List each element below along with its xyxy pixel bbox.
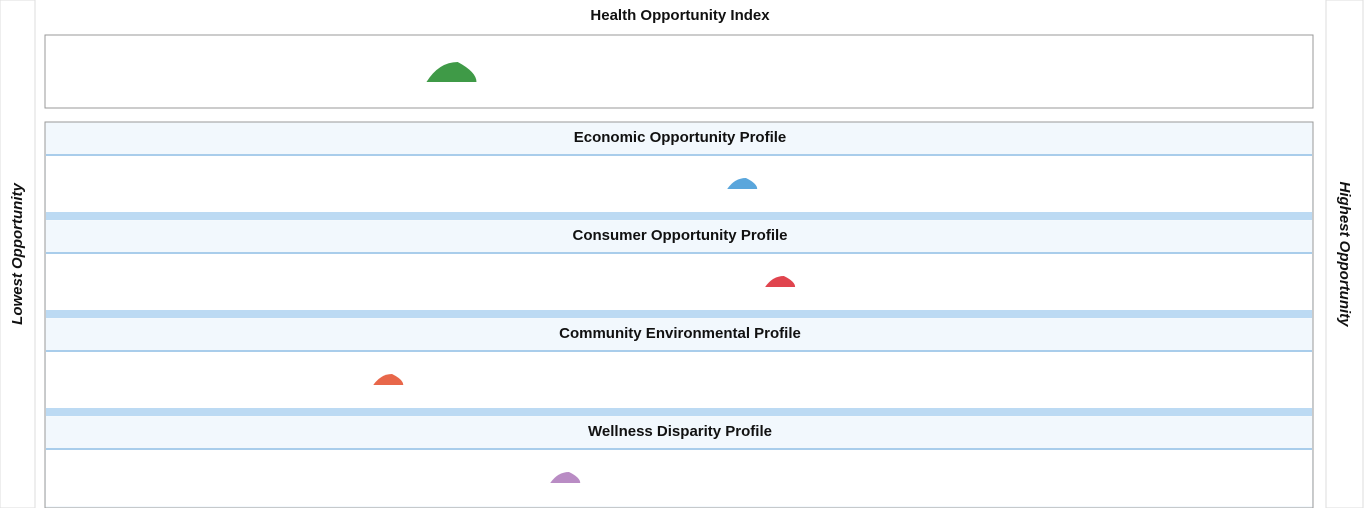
row-title: Wellness Disparity Profile (588, 423, 772, 440)
row-title: Health Opportunity Index (590, 7, 770, 24)
row-band (46, 310, 1312, 318)
right-label: Highest Opportunity (1336, 182, 1353, 328)
row-band (46, 212, 1312, 220)
row-body (46, 450, 1312, 506)
row-header (46, 221, 1312, 253)
row-body (46, 254, 1312, 310)
row-title: Consumer Opportunity Profile (572, 227, 787, 244)
left-label: Lowest Opportunity (9, 183, 26, 325)
row-band (46, 408, 1312, 416)
marker (550, 472, 581, 483)
marker (765, 276, 796, 287)
marker (727, 178, 758, 189)
row-header (46, 417, 1312, 449)
row-title: Economic Opportunity Profile (574, 129, 787, 146)
marker (426, 62, 477, 82)
index-box (44, 34, 1314, 109)
row-header (46, 123, 1312, 155)
row-title: Community Environmental Profile (559, 325, 801, 342)
right-panel (1325, 0, 1364, 508)
row-body (46, 352, 1312, 408)
row-body (46, 156, 1312, 212)
marker (373, 374, 404, 385)
row-header (46, 319, 1312, 351)
left-panel (0, 0, 36, 508)
